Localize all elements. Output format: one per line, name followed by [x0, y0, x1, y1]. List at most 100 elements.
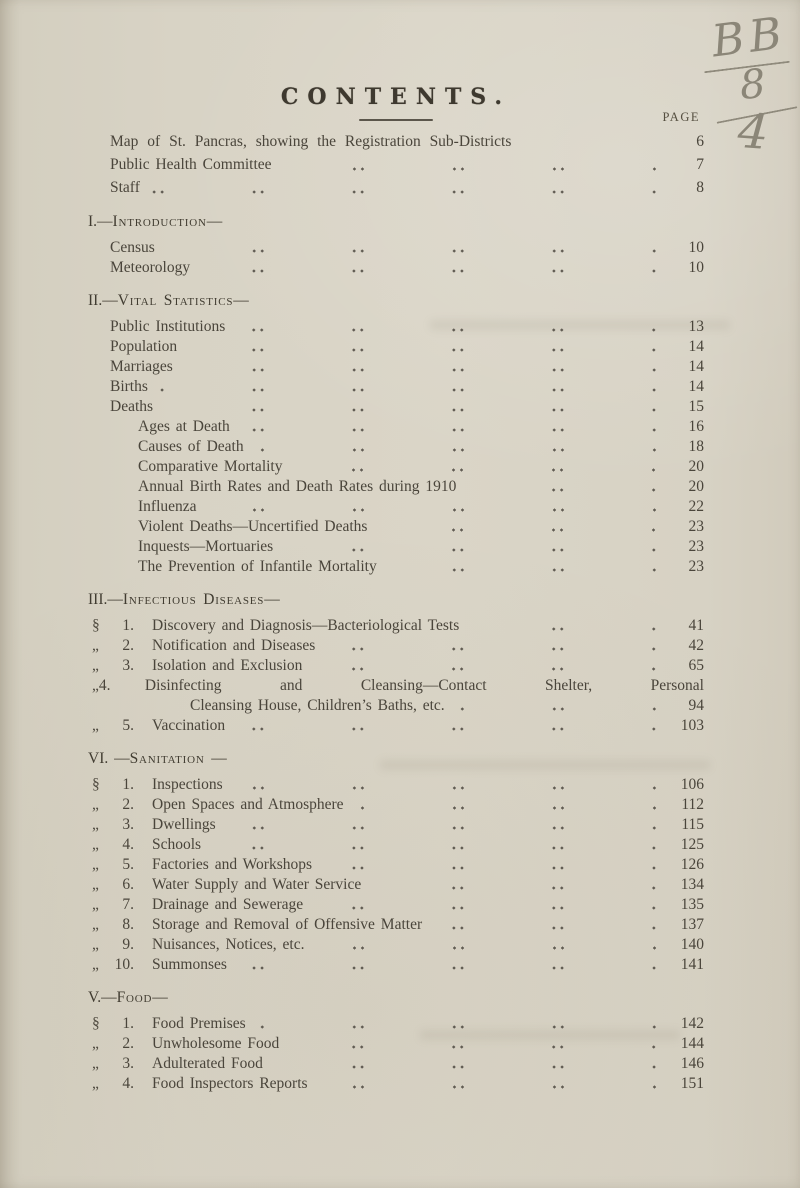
toc-entry: „ 3. Isolation and Exclusion 65 [88, 656, 704, 676]
entry-label: Public Health Committee [110, 156, 272, 173]
section-heading: V.—Food— [88, 988, 704, 1008]
entry-section-mark: § [92, 776, 100, 793]
dot-leader [257, 1014, 656, 1034]
entry-section-mark: „ [92, 836, 99, 853]
toc-entry: „ 2. Open Spaces and Atmosphere 112 [88, 795, 704, 815]
entry-section-mark: „ [92, 677, 99, 694]
dot-leader [434, 915, 656, 935]
toc-entry: Births 14 [88, 377, 704, 397]
entry-page-number: 135 [680, 896, 704, 913]
entry-page-number: 144 [680, 1035, 704, 1052]
dot-leader [319, 1074, 656, 1094]
entry-page-number: 140 [680, 936, 704, 953]
toc-entry: „ 3. Dwellings 115 [88, 815, 704, 835]
entry-page-number: 137 [680, 916, 704, 933]
entry-number: 1. [122, 617, 134, 634]
dot-leader [373, 875, 656, 895]
toc-entry: The Prevention of Infantile Mortality 23 [88, 557, 704, 577]
toc-entry: „ 6. Water Supply and Water Service 134 [88, 875, 704, 895]
dot-leader [238, 955, 656, 975]
entry-label: Ages at Death [138, 418, 230, 435]
entry-page-number: 112 [681, 796, 704, 813]
entry-label: Meteorology [110, 259, 191, 276]
toc-entry: „ 2. Notification and Diseases 42 [88, 636, 704, 656]
toc-entry: Staff 8 [88, 176, 704, 199]
entry-number: 2. [122, 1035, 134, 1052]
entry-section-mark: „ [92, 657, 99, 674]
dot-leader [255, 437, 656, 457]
section-heading: I.—Introduction— [88, 212, 704, 232]
entry-number: 2. [122, 637, 134, 654]
entry-page-number: 16 [688, 418, 705, 435]
toc-entry: „ 4. Food Inspectors Reports 151 [88, 1074, 704, 1094]
entry-section-mark: „ [92, 956, 99, 973]
toc-entry: Deaths 15 [88, 397, 704, 417]
entry-page-number: 14 [688, 378, 705, 395]
toc-entry: „4. Disinfecting and Cleansing—Contact Sh… [88, 676, 704, 696]
entry-label: Factories and Workshops [152, 856, 313, 873]
dot-leader [159, 377, 656, 397]
entry-label: Food Inspectors Reports [152, 1075, 308, 1092]
section-name: Infectious Diseases— [122, 591, 281, 608]
entry-page-number: 126 [680, 856, 704, 873]
entry-label: Influenza [138, 498, 197, 515]
entry-page-number: 10 [688, 259, 705, 276]
toc-entry: „ 4. Schools 125 [88, 835, 704, 855]
entry-label: Drainage and Sewerage [152, 896, 304, 913]
entry-label: Population [110, 338, 178, 355]
entry-page-number: 23 [688, 518, 705, 535]
entry-number: 9. [122, 936, 134, 953]
toc-entry: „ 2. Unwholesome Food 144 [88, 1034, 704, 1054]
entry-page-number: 65 [688, 657, 705, 674]
toc-entry: Public Institutions 13 [88, 317, 704, 337]
entry-number: 4. [122, 836, 134, 853]
entry-page-number: 8 [696, 179, 704, 196]
entry-number: 1. [122, 1015, 134, 1032]
entry-number: 8. [122, 916, 134, 933]
entry-label: Violent Deaths—Uncertified Deaths [138, 518, 368, 535]
section-name: Vital Statistics— [117, 292, 250, 309]
entry-label: Disinfecting and Cleansing—Contact Shelt… [144, 677, 704, 694]
dot-leader [274, 1054, 656, 1074]
toc-entry: Annual Birth Rates and Death Rates durin… [88, 477, 704, 497]
entry-label: Dwellings [152, 816, 216, 833]
page-title: CONTENTS. [280, 84, 512, 110]
entry-number: 7. [122, 896, 134, 913]
entry-label: Causes of Death [138, 438, 244, 455]
dot-leader [355, 795, 656, 815]
entry-page-number: 10 [688, 239, 705, 256]
toc-entry: Comparative Mortality 20 [88, 457, 704, 477]
dot-leader [294, 457, 656, 477]
dot-leader [283, 153, 656, 176]
entry-label: Vaccination [152, 717, 226, 734]
entry-number: 3. [122, 657, 134, 674]
entry-label: Public Institutions [110, 318, 226, 335]
section-heading: II.—Vital Statistics— [88, 291, 704, 311]
entry-label: Isolation and Exclusion [152, 657, 303, 674]
dot-leader [327, 636, 656, 656]
toc-entry: § 1. Discovery and Diagnosis—Bacteriologic… [88, 616, 704, 636]
entry-label: Deaths [110, 398, 154, 415]
toc-entry: Violent Deaths—Uncertified Deaths 23 [88, 517, 704, 537]
entry-label: Summonses [152, 956, 227, 973]
section-name: Food— [116, 989, 169, 1006]
entry-label: Staff [110, 179, 140, 196]
entry-number: 1. [122, 776, 134, 793]
entry-label: Schools [152, 836, 202, 853]
dot-leader [388, 557, 656, 577]
entry-section-mark: § [92, 1015, 100, 1032]
entry-section-mark: „ [92, 896, 99, 913]
section-numeral: V.— [88, 989, 117, 1006]
entry-label: Marriages [110, 358, 173, 375]
entry-page-number: 103 [680, 717, 704, 734]
toc-entry: § 1. Food Premises 142 [88, 1014, 704, 1034]
entry-label: Unwholesome Food [152, 1035, 280, 1052]
pencil-underline-1 [704, 60, 790, 74]
entry-label: Births [110, 378, 148, 395]
entry-page-number: 106 [680, 776, 704, 793]
dot-leader [208, 497, 656, 517]
entry-section-mark: „ [92, 856, 99, 873]
dot-leader [227, 815, 656, 835]
entry-page-number: 6 [696, 133, 704, 150]
entry-page-number: 23 [688, 538, 705, 555]
